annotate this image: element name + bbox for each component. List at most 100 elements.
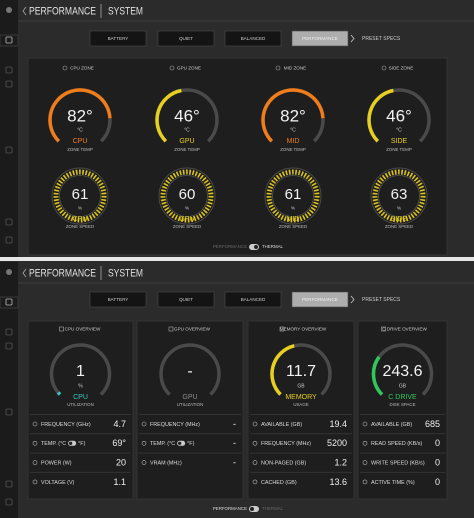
- gauge-unit: °C: [396, 127, 402, 133]
- gauge-name: CPU: [73, 138, 88, 145]
- gauge-value: -: [187, 363, 192, 380]
- row-value: 0: [435, 477, 440, 487]
- mode-right-label: THERMAL: [262, 244, 284, 249]
- preset-tab[interactable]: [224, 291, 282, 308]
- unit-toggle-knob: [177, 441, 182, 445]
- preset-tab[interactable]: [224, 30, 282, 47]
- sidebar-active: [0, 34, 19, 47]
- gauge-track: [159, 343, 221, 396]
- row-label: TEMP. (°C: [41, 441, 66, 447]
- gauge-value: 61: [285, 186, 302, 203]
- preset-specs-link: PRESET SPECS: [362, 297, 401, 303]
- row-icon: [141, 460, 147, 465]
- sidebar-logo: [6, 269, 12, 275]
- sidebar-icon[interactable]: [5, 218, 13, 226]
- fan-ring-outer: [158, 167, 216, 225]
- row-value: 19.4: [329, 419, 347, 429]
- gauge-caption: ZONE TEMP: [174, 147, 200, 152]
- sidebar: [0, 262, 18, 518]
- overview-icon: [381, 326, 386, 332]
- fan-ring-outer: [264, 167, 322, 225]
- preset-tab-label: QUIET: [179, 297, 193, 302]
- row-value: 0: [435, 457, 440, 467]
- gauge-caption: ZONE TEMP: [386, 147, 412, 152]
- unit-toggle-knob: [68, 441, 73, 445]
- preset-tab[interactable]: [291, 291, 349, 308]
- sidebar-icon[interactable]: [5, 328, 13, 336]
- mode-left-label: PERFORMANCE: [213, 506, 247, 511]
- sidebar-icon[interactable]: [5, 36, 13, 44]
- zone-icon: [381, 65, 387, 71]
- preset-tab[interactable]: [157, 291, 215, 308]
- row-value: 4.7: [113, 419, 126, 429]
- row-label: FREQUENCY (MHz): [261, 441, 311, 447]
- gauge-arc: [56, 391, 62, 396]
- overview-icon: [59, 326, 64, 332]
- row-label: WRITE SPEED (KB/s): [371, 461, 425, 467]
- sidebar-logo: [6, 7, 12, 13]
- zone-title: MID ZONE: [284, 66, 306, 71]
- preset-chevron[interactable]: [350, 34, 355, 43]
- row-icon: [252, 479, 258, 485]
- row-label: FREQUENCY (GHz): [41, 422, 91, 428]
- back-chevron[interactable]: [22, 6, 27, 16]
- sidebar-icon[interactable]: [5, 146, 13, 154]
- preset-tab[interactable]: [291, 30, 349, 47]
- row-icon: [141, 421, 147, 427]
- fan-ring-inner: [378, 175, 420, 217]
- gauge-caption: ZONE TEMP: [280, 147, 306, 152]
- overview-icon: [279, 326, 285, 332]
- mode-right-label: THERMAL: [262, 506, 284, 511]
- gauge-arc: [270, 344, 295, 396]
- row-label: FREQUENCY (MHz): [150, 422, 200, 428]
- row-icon: [362, 460, 368, 465]
- preset-tab-label: BALANCED: [241, 297, 266, 302]
- zone-title: CPU ZONE: [70, 66, 94, 71]
- row-value: 20: [116, 457, 126, 467]
- fan-ring-outer: [51, 167, 109, 225]
- row-icon: [32, 421, 38, 427]
- row-icon: [32, 460, 38, 465]
- sidebar-icon[interactable]: [5, 66, 13, 74]
- gauge-caption: ZONE SPEED: [66, 224, 94, 229]
- gauge-value: 60: [179, 186, 196, 203]
- row-label: VRAM (MHz): [150, 461, 182, 467]
- gauge-unit: %: [78, 383, 83, 389]
- preset-chevron[interactable]: [350, 295, 355, 304]
- sidebar-icon[interactable]: [5, 236, 13, 244]
- zone-title: GPU ZONE: [177, 66, 201, 71]
- fan-ring-inner: [59, 175, 101, 217]
- gauge-unit: °C: [290, 127, 296, 133]
- sidebar-icon[interactable]: [5, 342, 13, 350]
- row-icon: [141, 440, 147, 446]
- page-subtitle: SYSTEM: [108, 5, 143, 17]
- gauge-value: 82°: [280, 106, 306, 125]
- gauge-unit: GB: [297, 383, 305, 389]
- row-value: 685: [425, 419, 440, 429]
- preset-tab[interactable]: [157, 30, 215, 47]
- sidebar-icon[interactable]: [5, 480, 13, 488]
- overview-icon: [168, 326, 174, 332]
- zone-icon: [169, 65, 175, 71]
- sidebar-icon[interactable]: [5, 498, 13, 506]
- gauge-name: CPU: [73, 394, 88, 401]
- page-subtitle: SYSTEM: [108, 267, 143, 279]
- back-chevron[interactable]: [22, 268, 27, 278]
- sidebar-icon[interactable]: [5, 408, 13, 416]
- overview-title: MEMORY OVERVIEW: [280, 327, 327, 332]
- gauge-track: [49, 343, 112, 396]
- sidebar-icon[interactable]: [5, 298, 13, 306]
- gauge-unit: %: [78, 205, 83, 211]
- sidebar-icon[interactable]: [5, 80, 13, 88]
- row-icon: [362, 421, 368, 427]
- preset-tab[interactable]: [89, 30, 147, 47]
- row-label: READ SPEED (KB/s): [371, 441, 422, 447]
- row-value: 5200: [327, 438, 347, 448]
- gauge-arc: [371, 355, 384, 396]
- row-label-alt: °F): [187, 441, 194, 447]
- gauge-caption: ZONE SPEED: [279, 224, 307, 229]
- preset-tab[interactable]: [89, 291, 147, 308]
- gauge-caption: ZONE SPEED: [385, 224, 413, 229]
- preset-tab-label: BATTERY: [108, 36, 129, 41]
